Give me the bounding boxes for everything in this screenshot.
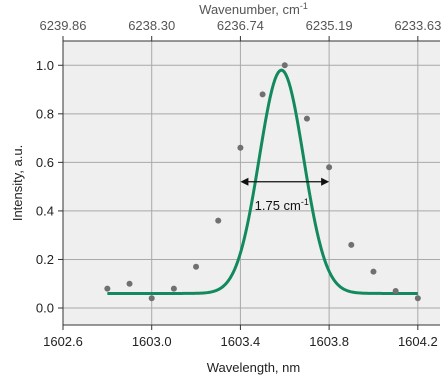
top-axis-title: Wavenumber, cm-1	[199, 1, 308, 17]
data-point	[237, 144, 244, 151]
data-point	[370, 268, 377, 275]
x-axis-title: Wavelength, nm	[207, 360, 300, 375]
x-tick-label: 1603.0	[132, 334, 172, 349]
data-point	[170, 285, 177, 292]
top-tick-label: 6236.74	[217, 18, 264, 33]
x-tick-label: 1603.4	[221, 334, 261, 349]
data-point	[392, 288, 399, 295]
top-axis-title-superscript: -1	[300, 1, 308, 11]
data-point	[215, 217, 222, 224]
y-tick-label: 0.6	[36, 155, 54, 170]
y-tick-label: 0.4	[36, 203, 54, 218]
gaussian-fit-line	[107, 68, 418, 295]
grid-lines	[62, 41, 440, 325]
data-point	[259, 91, 266, 98]
x-tick-label: 1604.2	[398, 334, 438, 349]
data-point	[281, 62, 288, 69]
y-tick-label: 0.0	[36, 301, 54, 316]
data-points	[104, 62, 421, 302]
top-tick-label: 6235.19	[306, 18, 353, 33]
top-axis-title-text: Wavenumber, cm	[199, 2, 300, 17]
x-tick-label: 1602.6	[43, 334, 83, 349]
data-point	[126, 280, 133, 287]
top-tick-label: 6239.86	[40, 18, 87, 33]
data-point	[303, 115, 310, 122]
data-point	[148, 295, 155, 302]
fwhm-label: 1.75 cm-1	[255, 197, 309, 213]
data-point	[348, 241, 355, 248]
fwhm-label-superscript: -1	[301, 197, 309, 207]
fwhm-arrow-head-left	[240, 177, 249, 186]
x-ticks: 1602.6 1603.0 1603.4 1603.8 1604.2	[43, 325, 438, 349]
data-point	[414, 295, 421, 302]
fwhm-annotation: 1.75 cm-1	[240, 177, 330, 213]
x-tick-label: 1603.8	[309, 334, 349, 349]
top-tick-label: 6238.30	[128, 18, 175, 33]
y-tick-label: 0.8	[36, 106, 54, 121]
y-tick-label: 1.0	[36, 58, 54, 73]
top-tick-label: 6233.63	[394, 18, 441, 33]
fwhm-arrow-head-right	[321, 177, 330, 186]
data-point	[193, 263, 200, 270]
data-point	[104, 285, 111, 292]
data-point	[326, 164, 333, 171]
y-ticks: 0.0 0.2 0.4 0.6 0.8 1.0	[36, 58, 63, 316]
plot-background	[63, 41, 440, 325]
y-axis-title: Intensity, a.u.	[10, 145, 25, 221]
y-tick-label: 0.2	[36, 252, 54, 267]
fwhm-label-text: 1.75 cm	[255, 198, 301, 213]
top-ticks: 6239.86 6238.30 6236.74 6235.19 6233.63	[40, 18, 441, 41]
